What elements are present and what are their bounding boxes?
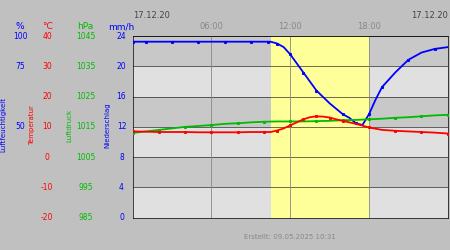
Text: 17.12.20: 17.12.20: [133, 11, 170, 20]
Text: 50: 50: [15, 122, 25, 132]
Bar: [133, 187, 448, 218]
Text: 4: 4: [119, 183, 124, 192]
Bar: [133, 36, 448, 66]
Bar: [133, 97, 448, 127]
Text: 985: 985: [78, 213, 93, 222]
Text: °C: °C: [42, 22, 53, 31]
Text: -20: -20: [41, 213, 54, 222]
Bar: [133, 127, 448, 157]
Text: 1035: 1035: [76, 62, 95, 71]
Text: 75: 75: [15, 62, 25, 71]
Text: Erstellt: 09.05.2025 10:31: Erstellt: 09.05.2025 10:31: [244, 234, 336, 240]
Bar: [133, 187, 448, 218]
Text: Luftfeuchtigkeit: Luftfeuchtigkeit: [0, 98, 7, 152]
Bar: [133, 36, 448, 66]
Text: 16: 16: [117, 92, 126, 101]
Text: %: %: [16, 22, 25, 31]
Text: 100: 100: [13, 32, 27, 41]
Text: 10: 10: [42, 122, 52, 132]
Text: 1015: 1015: [76, 122, 95, 132]
Text: 1045: 1045: [76, 32, 95, 41]
Text: mm/h: mm/h: [108, 22, 135, 31]
Text: 17.12.20: 17.12.20: [411, 11, 448, 20]
Text: 24: 24: [117, 32, 126, 41]
Text: 1005: 1005: [76, 152, 95, 162]
Text: Temperatur: Temperatur: [29, 105, 36, 145]
Text: Luftdruck: Luftdruck: [67, 108, 73, 142]
Text: 18:00: 18:00: [357, 22, 381, 31]
Bar: [270, 36, 369, 218]
Bar: [270, 36, 369, 218]
Text: 06:00: 06:00: [199, 22, 224, 31]
Text: 12:00: 12:00: [279, 22, 302, 31]
Text: 40: 40: [42, 32, 52, 41]
Text: 1025: 1025: [76, 92, 95, 101]
Bar: [133, 97, 448, 127]
Text: 0: 0: [45, 152, 50, 162]
Bar: [133, 157, 448, 187]
Text: -10: -10: [41, 183, 54, 192]
Text: 995: 995: [78, 183, 93, 192]
Text: 0: 0: [119, 213, 124, 222]
Bar: [133, 66, 448, 97]
Text: 20: 20: [42, 92, 52, 101]
Bar: [133, 127, 448, 157]
Text: 20: 20: [117, 62, 126, 71]
Text: 8: 8: [119, 152, 124, 162]
Text: 12: 12: [117, 122, 126, 132]
Text: hPa: hPa: [77, 22, 94, 31]
Text: 30: 30: [42, 62, 52, 71]
Bar: [133, 66, 448, 97]
Text: Niederschlag: Niederschlag: [104, 102, 110, 148]
Bar: [133, 157, 448, 187]
